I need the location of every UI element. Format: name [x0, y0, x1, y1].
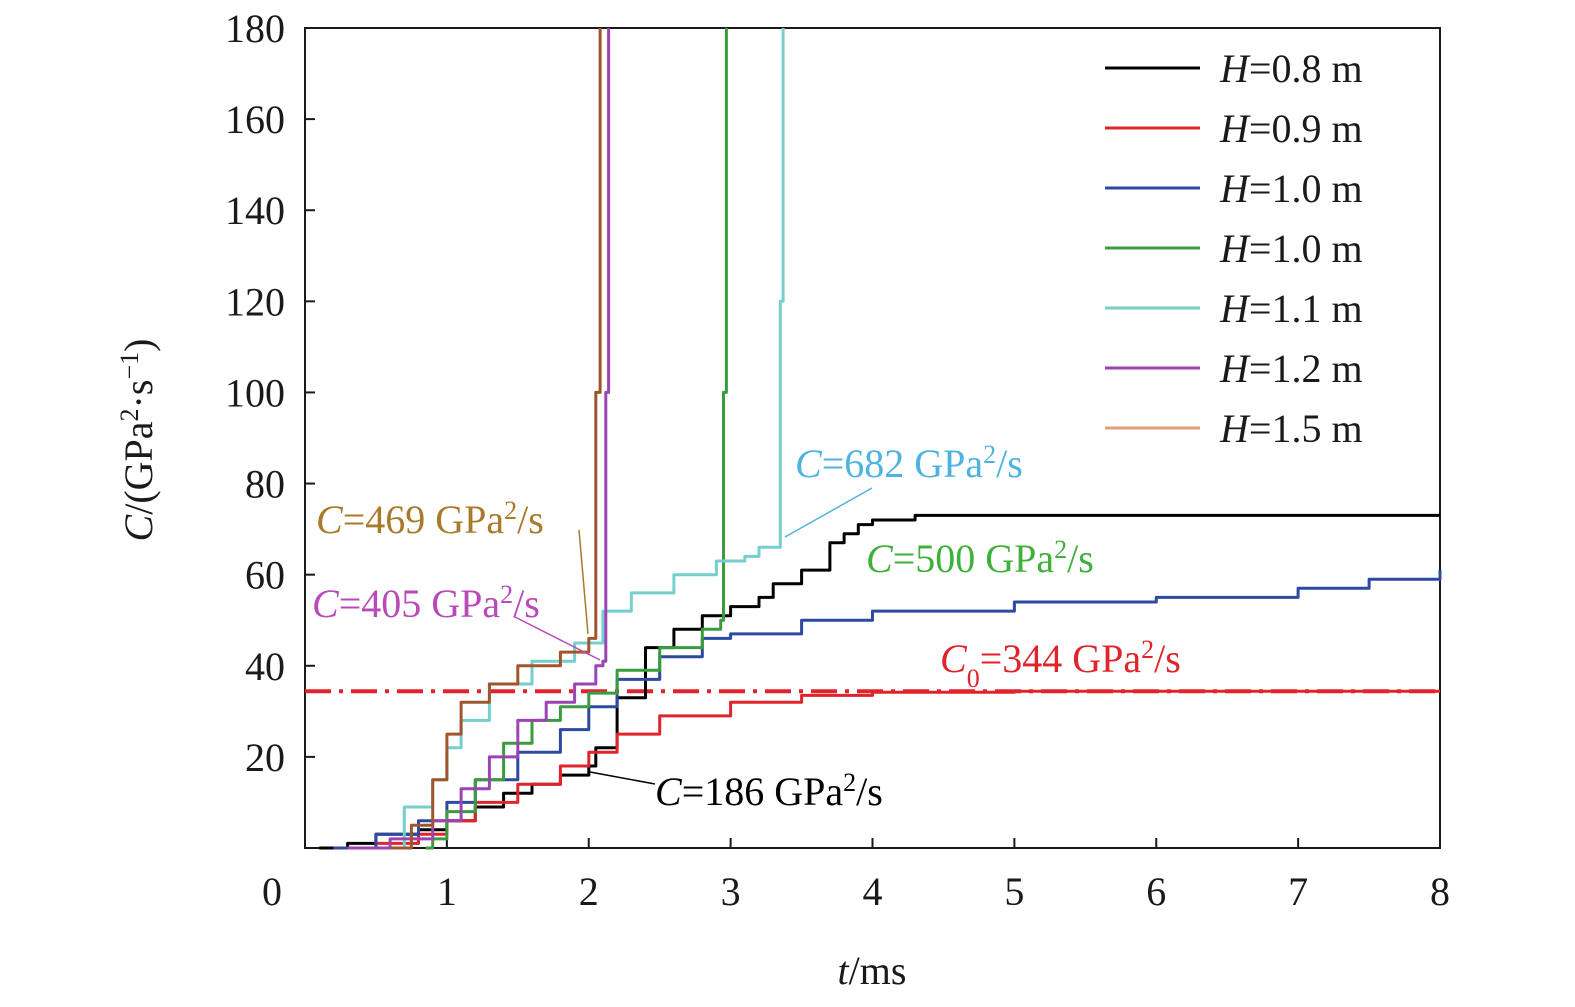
- x-tick-label: 7: [1288, 869, 1308, 914]
- legend: H=0.8 m H=0.9 m H=1.0 m H=1.0 m H=1.1 m H=1.2…: [1105, 46, 1363, 451]
- legend-label-3: H=1.0 m: [1219, 166, 1363, 211]
- x-tick-label: 1: [437, 869, 457, 914]
- series-line-7: [390, 28, 602, 850]
- legend-label-6: H=1.2 m: [1219, 346, 1363, 391]
- leader-line-4: [589, 771, 656, 785]
- y-tick-label: 180: [225, 6, 285, 51]
- x-tick-label: 4: [863, 869, 883, 914]
- x-tick-label: 8: [1430, 869, 1450, 914]
- x-tick-label: 3: [721, 869, 741, 914]
- annotation-label-6: C=186 GPa2/s: [655, 768, 883, 815]
- y-tick-label: 100: [225, 370, 285, 415]
- axes: 0 1 2 3 4 5 6 7 8 20 40 60 80 100 120 140 160 180: [225, 6, 1450, 914]
- annotation-label-4: C=405 GPa2/s: [312, 580, 540, 627]
- annotation-label-2: C=469 GPa2/s: [316, 496, 544, 543]
- x-tick-label: 5: [1004, 869, 1024, 914]
- x-tick-label: 2: [579, 869, 599, 914]
- legend-label-1: H=0.8 m: [1219, 46, 1363, 91]
- legend-label-7: H=1.5 m: [1219, 406, 1363, 451]
- y-tick-label: 40: [245, 644, 285, 689]
- annotation-label-1: C=682 GPa2/s: [795, 440, 1023, 487]
- y-tick-label: 60: [245, 553, 285, 598]
- y-tick-label: 140: [225, 188, 285, 233]
- series-line-6: [347, 28, 611, 850]
- series-line-2: [340, 689, 1440, 850]
- x-tick-label: 0: [262, 869, 282, 914]
- annotation-label-5: C0=344 GPa2/s: [940, 635, 1181, 693]
- annotation-label-3: C=500 GPa2/s: [866, 535, 1094, 582]
- legend-label-2: H=0.9 m: [1219, 106, 1363, 151]
- x-tick-label: 6: [1146, 869, 1166, 914]
- series-line-4: [425, 28, 728, 850]
- legend-label-5: H=1.1 m: [1219, 286, 1363, 331]
- leader-line-1: [784, 487, 873, 538]
- leader-line-3: [514, 616, 601, 661]
- leader-line-2: [578, 529, 589, 635]
- annotation-leader-lines: [514, 487, 873, 785]
- series-group: [319, 28, 1442, 850]
- annotations: C=682 GPa2/s C=469 GPa2/s C=500 GPa2/s C=40…: [312, 440, 1181, 815]
- x-axis-label: t/ms: [838, 948, 907, 993]
- y-tick-label: 20: [245, 735, 285, 780]
- y-tick-label: 120: [225, 279, 285, 324]
- legend-label-4: H=1.0 m: [1219, 226, 1363, 271]
- y-tick-label: 160: [225, 97, 285, 142]
- y-axis-label: C/(GPa2·s−1): [115, 339, 162, 542]
- y-tick-label: 80: [245, 462, 285, 507]
